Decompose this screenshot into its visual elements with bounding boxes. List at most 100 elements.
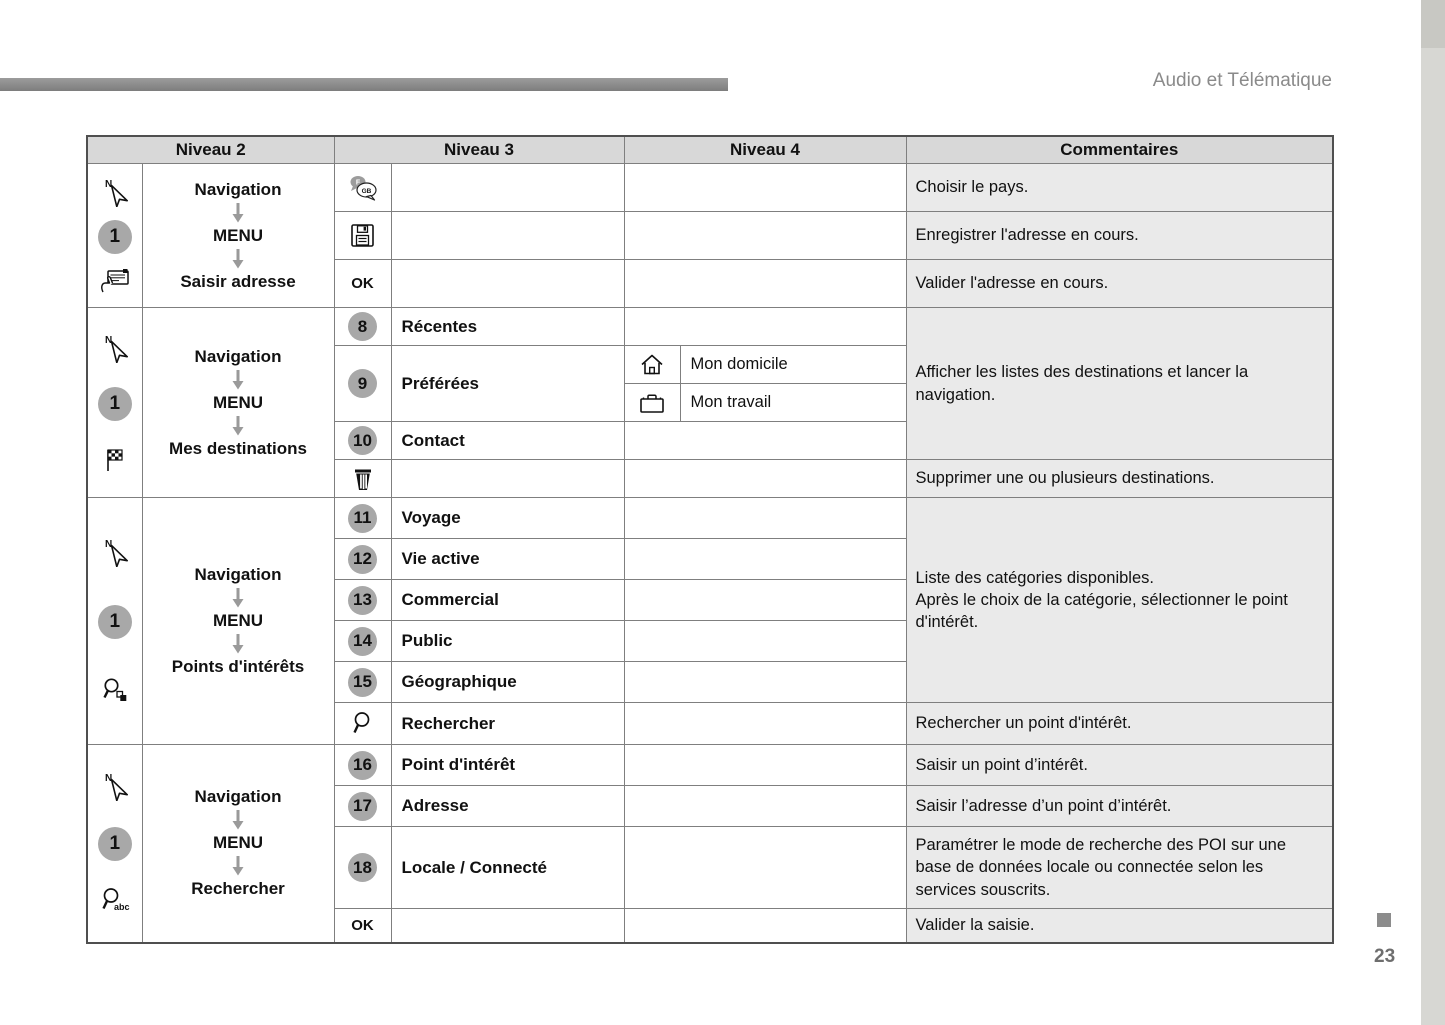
svg-text:N: N (105, 335, 112, 346)
comment-cell: Saisir l’adresse d’un point d’intérêt. (905, 785, 1334, 827)
item-number-cell: 8 (333, 307, 392, 346)
down-arrow-icon (232, 202, 244, 223)
item-number-cell: 14 (333, 620, 392, 662)
menu-item-label: Locale / Connecté (390, 826, 625, 909)
end-of-section-marker (1377, 913, 1391, 927)
item-13-badge: 13 (348, 585, 377, 615)
page-edge-band (1421, 0, 1445, 1025)
comment-cell: Saisir un point d’intérêt. (905, 744, 1334, 786)
language-flags-icon: F GB (335, 174, 390, 202)
item-15-badge: 15 (348, 667, 377, 697)
niveau2-icons-cell: N 1 (86, 497, 143, 745)
table-row: N 1 Navigation MENU Mes destinations 8 R… (86, 307, 1334, 498)
comment-line: Après le choix de la catégorie, sélectio… (915, 590, 1288, 632)
step-1-badge: 1 (97, 219, 132, 254)
table-row: N 1 Navigation MENU Points d'intérêts 11… (86, 497, 1334, 745)
item-number-cell: 13 (333, 579, 392, 621)
svg-text:N: N (105, 773, 112, 784)
step-1-number: 1 (109, 392, 121, 414)
path-step: MENU (212, 392, 264, 412)
comment-cell: Paramétrer le mode de recherche des POI … (905, 826, 1334, 909)
svg-text:abc: abc (114, 902, 130, 912)
item-number-cell: 18 (333, 826, 392, 909)
item-14-badge: 14 (348, 626, 377, 656)
item-number-cell: 17 (333, 785, 392, 827)
step-1-badge: 1 (97, 386, 132, 421)
path-step: Points d'intérêts (171, 657, 305, 676)
item-number: 13 (353, 590, 372, 609)
checkered-flag-icon (103, 445, 127, 473)
poi-search-icon (101, 677, 129, 705)
niveau4-cell (623, 702, 907, 745)
niveau2-icons-cell: N 1 (86, 307, 143, 498)
item-number: 12 (353, 549, 372, 568)
ok-button-label: OK (333, 908, 392, 943)
table-row: 18 Locale / Connecté Paramétrer le mode … (87, 826, 1334, 909)
step-1-number: 1 (109, 611, 121, 632)
header-niveau2: Niveau 2 (86, 135, 335, 164)
niveau3-icon-cell: F GB (333, 163, 392, 212)
niveau4-cell (623, 259, 907, 308)
menu-item-label: Vie active (390, 538, 625, 580)
menu-item-label: Récentes (390, 307, 625, 346)
niveau2-path-cell: Navigation MENU Points d'intérêts (141, 497, 335, 745)
comment-cell: Supprimer une ou plusieurs destinations. (905, 459, 1334, 498)
trash-icon (335, 466, 390, 492)
niveau3-label-cell (390, 211, 625, 260)
comment-cell: Valider la saisie. (905, 908, 1334, 943)
table-row: OK Valider la saisie. (87, 908, 1334, 943)
briefcase-icon (625, 392, 679, 414)
item-16-badge: 16 (348, 750, 377, 780)
path-step: Rechercher (191, 879, 285, 899)
path-step: Saisir adresse (180, 271, 296, 291)
page-edge-band-top (1421, 0, 1445, 48)
table-row: 14 Public (87, 620, 1333, 662)
path-step: Navigation (194, 787, 282, 807)
path-step: Navigation (194, 179, 282, 199)
svg-text:N: N (105, 179, 112, 190)
menu-hierarchy-table: Niveau 2 Niveau 3 Niveau 4 Commentaires … (86, 135, 1334, 944)
page-number: 23 (1374, 946, 1396, 967)
niveau2-path-cell: Navigation MENU Saisir adresse (141, 163, 335, 308)
table-row: Mon travail (87, 383, 1333, 422)
niveau2-icons-cell: N 1 (86, 163, 143, 308)
niveau3-label-cell (390, 459, 625, 498)
section-title: Audio et Télématique (1152, 70, 1332, 91)
path-step: MENU (212, 225, 264, 245)
niveau4-cell (623, 538, 907, 580)
item-10-badge: 10 (348, 426, 377, 455)
path-step: MENU (212, 833, 264, 853)
comment-cell: Rechercher un point d'intérêt. (905, 702, 1334, 745)
step-1-badge: 1 (97, 605, 132, 639)
north-nav-cursor-icon: N (102, 537, 128, 567)
svg-text:F: F (355, 179, 360, 186)
table-row: OK Valider l'adresse en cours. (87, 259, 1334, 308)
table-row: 15 Géographique (87, 661, 1333, 703)
item-number-cell: 11 (333, 497, 392, 539)
item-number: 10 (353, 430, 372, 450)
menu-item-label: Point d'intérêt (390, 744, 625, 786)
down-arrow-icon (232, 588, 244, 608)
abc-search-icon: abc (100, 887, 130, 915)
niveau4-cell (623, 497, 907, 539)
niveau3-label-cell (390, 908, 625, 943)
niveau4-cell (623, 163, 907, 212)
niveau4-icon-cell (623, 383, 681, 422)
niveau4-label: Mon travail (679, 383, 907, 422)
niveau4-cell (623, 744, 907, 786)
path-step: Navigation (194, 565, 282, 584)
niveau4-cell (623, 661, 907, 703)
niveau4-cell (623, 908, 907, 943)
menu-item-label: Commercial (390, 579, 625, 621)
menu-item-label: Préférées (390, 345, 625, 422)
menu-item-label: Rechercher (390, 702, 625, 745)
item-number-cell: 9 (333, 345, 392, 422)
table-row: 13 Commercial (87, 579, 1333, 621)
down-arrow-icon (232, 369, 244, 390)
niveau4-cell (623, 579, 907, 621)
menu-item-label: Voyage (390, 497, 625, 539)
item-9-badge: 9 (348, 369, 377, 398)
niveau4-icon-cell (623, 345, 681, 384)
item-number-cell: 16 (333, 744, 392, 786)
north-nav-cursor-icon: N (102, 771, 128, 802)
